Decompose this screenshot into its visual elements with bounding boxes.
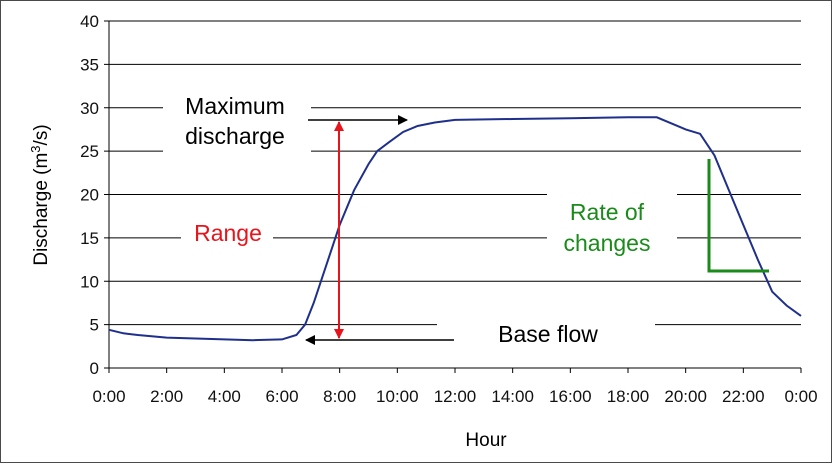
y-tick-label: 20	[80, 186, 99, 205]
y-axis-title-tail: /s)	[31, 124, 52, 145]
x-tick-label: 0:00	[784, 387, 817, 406]
x-tick-label: 10:00	[376, 387, 419, 406]
x-tick-label: 22:00	[722, 387, 765, 406]
max-label-line1: Maximum	[185, 93, 285, 119]
rate-label-line1: Rate of	[570, 199, 645, 225]
x-tick-label: 4:00	[208, 387, 241, 406]
y-axis-title-base: Discharge (m	[31, 153, 52, 266]
y-tick-label: 15	[80, 229, 99, 248]
rate-label-line2: changes	[564, 230, 651, 256]
y-axis-title: Discharge (m3/s)	[28, 124, 52, 265]
y-tick-label: 10	[80, 272, 99, 291]
y-tick-labels: 0 5 10 15 20 25 30 35 40	[80, 12, 99, 378]
x-axis-title: Hour	[465, 430, 507, 451]
y-tick-label: 40	[80, 12, 99, 31]
x-tick-label: 8:00	[323, 387, 356, 406]
x-tick-label: 14:00	[491, 387, 534, 406]
rate-of-change-bracket	[707, 159, 769, 273]
x-tick-label: 6:00	[265, 387, 298, 406]
grid-layer	[109, 20, 801, 326]
x-tick-label: 16:00	[549, 387, 592, 406]
y-tick-label: 30	[80, 99, 99, 118]
y-tick-label: 25	[80, 142, 99, 161]
axis-layer	[104, 20, 802, 373]
x-tick-labels: 0:00 2:00 4:00 6:00 8:00 10:00 12:00 14:00 16:00…	[92, 387, 817, 406]
y-tick-label: 0	[90, 359, 99, 378]
mask-base-label	[437, 315, 655, 351]
y-tick-label: 5	[90, 316, 99, 335]
x-tick-label: 0:00	[92, 387, 125, 406]
base-flow-label: Base flow	[498, 321, 598, 347]
mask-rate-label	[547, 193, 677, 263]
y-axis-title-superscript: 3	[28, 145, 43, 152]
x-tick-label: 2:00	[150, 387, 183, 406]
range-label: Range	[194, 220, 262, 246]
x-tick-label: 12:00	[434, 387, 477, 406]
mask-range-label	[181, 213, 273, 253]
max-label-line2: discharge	[185, 123, 285, 149]
x-tick-label: 18:00	[607, 387, 650, 406]
discharge-line	[108, 116, 802, 342]
y-tick-label: 35	[80, 55, 99, 74]
x-tick-label: 20:00	[664, 387, 707, 406]
mask-max-label	[163, 87, 311, 153]
